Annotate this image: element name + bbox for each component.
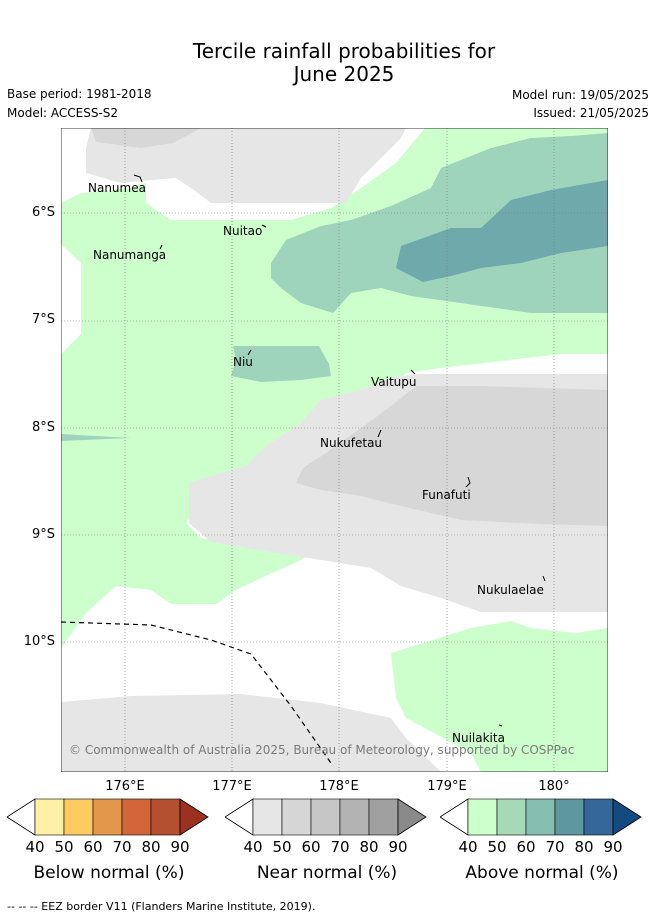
colorbar-right-arrow: [397, 798, 427, 836]
island-label-nukufetau: Nukufetau: [320, 436, 383, 450]
colorbar-swatch: [525, 798, 556, 836]
colorbar-tick-label: 50: [54, 838, 74, 856]
colorbar-tick-label: 90: [603, 838, 623, 856]
rainfall-map: [61, 128, 608, 772]
latitude-label: 9°S: [31, 527, 55, 542]
island-label-nuilakita: Nuilakita: [452, 731, 505, 745]
eez-border: [61, 621, 334, 767]
colorbar-tick-label: 40: [243, 838, 263, 856]
colorbar-tick-label: 80: [141, 838, 161, 856]
colorbar-swatch: [121, 798, 152, 836]
longitude-label: 176°E: [105, 779, 145, 794]
colorbar-swatch: [34, 798, 65, 836]
title-line-1: Tercile rainfall probabilities for: [192, 39, 496, 63]
near-normal-50-central: [296, 386, 608, 526]
longitude-label: 178°E: [319, 779, 359, 794]
colorbar-swatch: [554, 798, 585, 836]
island-label-nukulaelae: Nukulaelae: [477, 583, 544, 597]
colorbar-swatch: [496, 798, 527, 836]
gap-strip: [61, 658, 71, 668]
colorbar-left-arrow: [7, 798, 36, 836]
colorbar-tick-label: 70: [330, 838, 350, 856]
longitude-label: 180°: [538, 779, 570, 794]
island-label-niu: Niu: [233, 355, 253, 369]
near-normal-50-region: [91, 128, 201, 148]
near-normal-region-south: [61, 694, 441, 772]
colorbar-title: Near normal (%): [256, 863, 398, 883]
colorbar-tick-label: 90: [388, 838, 408, 856]
island-label-nanumea: Nanumea: [88, 181, 146, 195]
colorbar-swatch: [252, 798, 283, 836]
colorbar-tick-label: 50: [272, 838, 292, 856]
colorbar-swatch: [63, 798, 94, 836]
colorbar-left-arrow: [440, 798, 469, 836]
above-normal-strip: [61, 434, 131, 441]
model-run: Model run: 19/05/2025: [511, 88, 649, 102]
model-name: Model: ACCESS-S2: [7, 106, 119, 120]
island-label-nanumanga: Nanumanga: [93, 248, 167, 262]
colorbar-tick-label: 60: [83, 838, 103, 856]
title-line-2: June 2025: [293, 62, 395, 86]
colorbar-tick-label: 60: [516, 838, 536, 856]
longitude-label: 179°E: [427, 779, 467, 794]
near-normal-region-north: [86, 128, 406, 203]
above-normal-50-region: [271, 133, 608, 313]
colorbar: [225, 798, 427, 836]
colorbar-swatch: [150, 798, 181, 836]
colorbar-tick-label: 40: [25, 838, 45, 856]
colorbar-tick-label: 40: [458, 838, 478, 856]
colorbar-title: Below normal (%): [33, 863, 185, 883]
colorbar-tick-label: 90: [170, 838, 190, 856]
base-period: Base period: 1981-2018: [7, 87, 152, 101]
island-label-nuitao: Nuitao: [223, 224, 263, 238]
colorbar-right-arrow: [612, 798, 642, 836]
colorbar-swatch: [583, 798, 614, 836]
colorbar-swatch: [339, 798, 370, 836]
colorbar-swatch: [467, 798, 498, 836]
latitude-label: 6°S: [31, 205, 55, 220]
longitude-label: 177°E: [212, 779, 252, 794]
colorbar-tick-label: 80: [574, 838, 594, 856]
island-label-vaitupu: Vaitupu: [371, 375, 417, 389]
latitude-label: 10°S: [23, 634, 55, 649]
colorbar-tick-label: 70: [545, 838, 565, 856]
eez-legend: -- -- -- EEZ border V11 (Flanders Marine…: [7, 900, 316, 913]
colorbar-swatch: [368, 798, 399, 836]
colorbar-tick-label: 60: [301, 838, 321, 856]
colorbar-tick-label: 50: [487, 838, 507, 856]
island-label-funafuti: Funafuti: [422, 488, 471, 502]
colorbar-title: Above normal (%): [465, 863, 619, 883]
colorbar-swatch: [310, 798, 341, 836]
colorbar-left-arrow: [225, 798, 254, 836]
above-normal-50-niu: [231, 346, 331, 382]
colorbar-swatch: [92, 798, 123, 836]
map-title: Tercile rainfall probabilities for June …: [0, 40, 655, 86]
colorbar-tick-label: 70: [112, 838, 132, 856]
issued-date: Issued: 21/05/2025: [533, 106, 649, 120]
colorbar-tick-label: 80: [359, 838, 379, 856]
colorbar-right-arrow: [179, 798, 209, 836]
above-normal-60-region: [396, 180, 608, 282]
colorbar-swatch: [281, 798, 312, 836]
colorbar: [7, 798, 209, 836]
colorbar: [440, 798, 642, 836]
copyright-notice: © Commonwealth of Australia 2025, Bureau…: [69, 743, 575, 757]
latitude-label: 7°S: [31, 312, 55, 327]
latitude-label: 8°S: [31, 420, 55, 435]
